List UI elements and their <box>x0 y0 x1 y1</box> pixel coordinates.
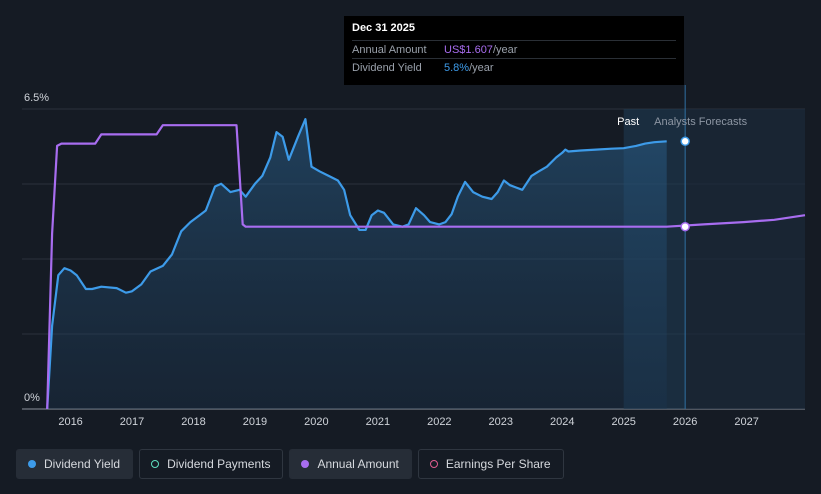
x-tick-label: 2020 <box>304 416 328 428</box>
tooltip-annual-label: Annual Amount <box>352 43 427 56</box>
tooltip-annual-unit: /year <box>492 43 518 56</box>
legend-label: Dividend Payments <box>167 457 271 471</box>
tooltip-yield-unit: /year <box>469 61 494 74</box>
x-tick-label: 2022 <box>427 416 451 428</box>
x-tick-label: 2027 <box>734 416 758 428</box>
legend-dot-icon <box>429 460 438 468</box>
forecast-label: Analysts Forecasts <box>654 116 747 128</box>
annual-amount-line <box>46 124 806 410</box>
x-tick-label: 2025 <box>611 416 635 428</box>
x-tick-label: 2016 <box>58 416 82 428</box>
annual-amount-marker <box>680 221 690 232</box>
tooltip: Dec 31 2025 Annual Amount US$1.607/year … <box>344 16 684 85</box>
legend: Dividend Yield Dividend Payments Annual … <box>16 449 564 479</box>
tooltip-annual-row: Annual Amount US$1.607/year <box>352 40 676 58</box>
legend-dividend-yield[interactable]: Dividend Yield <box>16 449 134 479</box>
x-tick-label: 2024 <box>550 416 574 428</box>
tooltip-yield-label: Dividend Yield <box>352 61 422 74</box>
y-tick-label-max: 6.5% <box>24 92 49 104</box>
tooltip-yield-row: Dividend Yield 5.8%/year <box>352 58 676 76</box>
legend-dot-icon <box>301 460 310 468</box>
legend-label: Annual Amount <box>317 457 399 471</box>
legend-dot-icon <box>151 460 160 468</box>
x-tick-label: 2026 <box>673 416 697 428</box>
tooltip-date: Dec 31 2025 <box>352 22 415 34</box>
x-tick-label: 2023 <box>489 416 513 428</box>
dividend-yield-line <box>46 118 667 410</box>
x-tick-label: 2017 <box>120 416 144 428</box>
legend-annual-amount[interactable]: Annual Amount <box>289 449 412 479</box>
past-label: Past <box>617 116 639 128</box>
tooltip-yield-value: 5.8% <box>444 61 470 74</box>
y-tick-label-min: 0% <box>24 392 40 404</box>
dividend-yield-area <box>47 119 667 409</box>
tooltip-annual-value: US$1.607 <box>444 43 493 56</box>
legend-label: Earnings Per Share <box>445 457 551 471</box>
x-tick-label: 2018 <box>181 416 205 428</box>
x-tick-label: 2021 <box>366 416 390 428</box>
yield-marker <box>680 136 690 147</box>
legend-dot-icon <box>28 460 36 468</box>
forecast-region <box>685 109 805 409</box>
legend-dividend-payments[interactable]: Dividend Payments <box>139 449 284 479</box>
legend-earnings-per-share[interactable]: Earnings Per Share <box>417 449 564 479</box>
x-tick-label: 2019 <box>243 416 267 428</box>
legend-label: Dividend Yield <box>44 457 121 471</box>
